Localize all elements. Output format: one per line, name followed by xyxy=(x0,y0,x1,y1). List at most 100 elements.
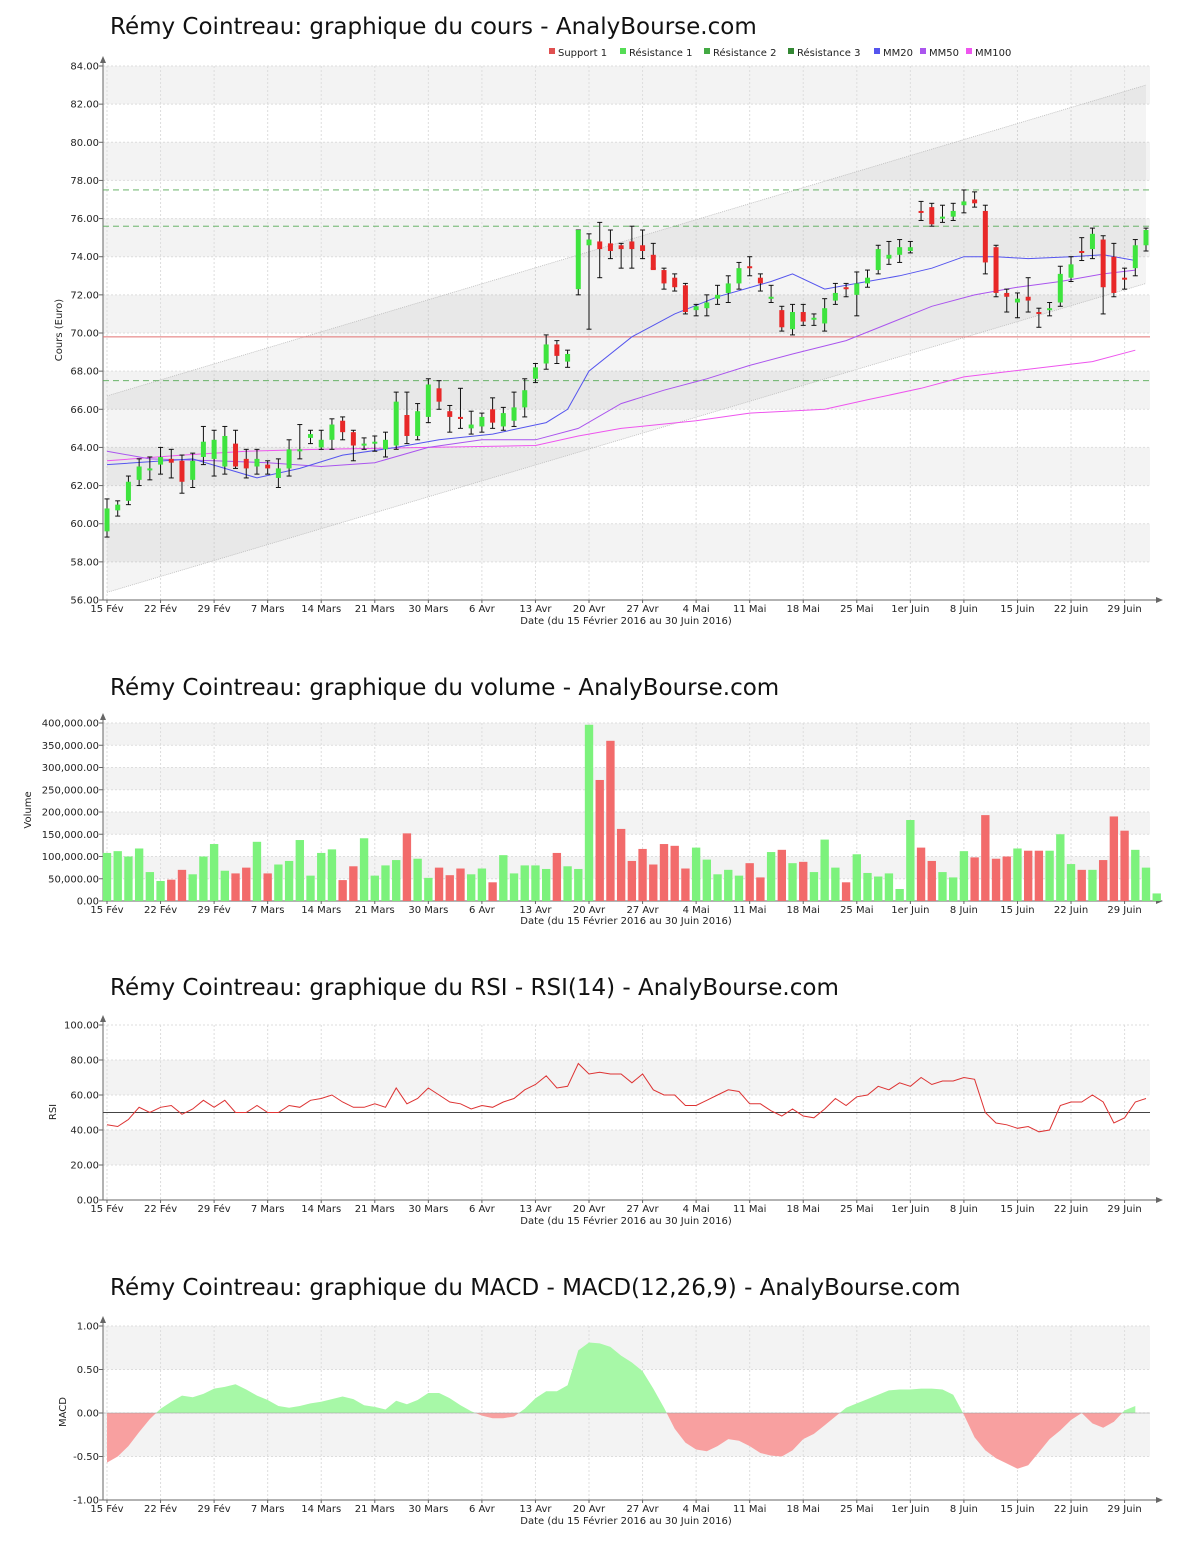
volume-bar xyxy=(520,865,529,901)
candle-body xyxy=(693,306,699,311)
price-y-tick-label: 80.00 xyxy=(70,138,99,149)
macd-x-tick-label: 20 Avr xyxy=(573,1504,606,1515)
candle-body xyxy=(318,439,324,448)
price-candle xyxy=(1047,301,1053,317)
price-candle xyxy=(918,200,924,221)
rsi-x-tick-label: 15 Juin xyxy=(1000,1204,1034,1215)
price-x-tick-label: 22 Juin xyxy=(1054,604,1088,615)
candle-body xyxy=(800,312,806,322)
volume-y-axis-arrow xyxy=(100,713,106,720)
volume-bar xyxy=(841,882,851,901)
price-candle xyxy=(865,269,871,288)
price-y-tick-label: 64.00 xyxy=(70,443,99,454)
volume-bar xyxy=(638,848,647,901)
price-y-tick-label: 78.00 xyxy=(70,176,99,187)
candle-body xyxy=(725,283,731,293)
macd-x-tick-label: 1er Juin xyxy=(891,1504,929,1515)
price-candle xyxy=(158,446,164,475)
macd-x-tick-label: 4 Mai xyxy=(683,1504,710,1515)
price-x-tick-label: 18 Mai xyxy=(787,604,820,615)
price-candle xyxy=(532,363,538,384)
rsi-x-tick-label: 6 Avr xyxy=(469,1204,496,1215)
price-candle xyxy=(586,233,592,330)
price-candle xyxy=(832,282,838,305)
price-candle xyxy=(811,313,817,326)
rsi-x-tick-label: 13 Avr xyxy=(519,1204,552,1215)
price-x-tick-label: 11 Mai xyxy=(733,604,766,615)
price-candle xyxy=(757,273,763,292)
legend-label: MM50 xyxy=(929,48,959,59)
price-candle xyxy=(854,271,860,317)
volume-bar xyxy=(745,863,754,901)
volume-bar xyxy=(456,868,465,901)
candle-body xyxy=(1068,264,1074,278)
candle-body xyxy=(875,249,881,271)
price-candle xyxy=(1014,292,1020,319)
volume-bar xyxy=(777,849,786,901)
price-candle xyxy=(725,275,731,303)
volume-y-tick-label: 150,000.00 xyxy=(42,830,99,841)
macd-x-tick-label: 22 Juin xyxy=(1054,1504,1088,1515)
volume-bar xyxy=(134,848,144,901)
candle-body xyxy=(939,216,945,219)
price-candle xyxy=(929,202,935,227)
volume-bar xyxy=(884,873,894,901)
candle-body xyxy=(222,435,228,467)
macd-x-tick-label: 14 Mars xyxy=(301,1504,341,1515)
price-candle xyxy=(286,439,292,477)
volume-bar xyxy=(263,873,272,901)
candle-body xyxy=(1143,230,1149,246)
legend-label: Résistance 1 xyxy=(629,47,692,59)
price-candle xyxy=(672,273,678,292)
macd-positive-area xyxy=(839,1388,963,1413)
price-candle xyxy=(1025,277,1031,313)
volume-y-tick-label: 100,000.00 xyxy=(42,852,99,863)
macd-x-tick-label: 15 Juin xyxy=(1000,1504,1034,1515)
legend-item: MM100 xyxy=(966,48,1011,59)
volume-bar xyxy=(424,877,433,901)
price-candle xyxy=(554,340,560,365)
candle-body xyxy=(918,210,924,213)
volume-bar xyxy=(659,844,669,901)
candle-body xyxy=(715,294,721,299)
candle-body xyxy=(1036,312,1042,315)
price-x-tick-label: 25 Mai xyxy=(840,604,873,615)
candle-body xyxy=(972,199,978,204)
price-chart: Rémy Cointreau: graphique du cours - Ana… xyxy=(54,14,1163,627)
price-candle xyxy=(715,284,721,305)
volume-bar xyxy=(563,866,572,901)
legend-swatch xyxy=(704,48,710,54)
volume-bar xyxy=(252,841,262,901)
price-candle xyxy=(457,387,463,429)
price-y-tick-label: 84.00 xyxy=(70,62,99,73)
volume-bar xyxy=(488,882,497,901)
price-band xyxy=(103,218,1150,257)
volume-bar xyxy=(1109,816,1119,901)
candle-body xyxy=(565,353,571,362)
macd-x-tick-label: 7 Mars xyxy=(251,1504,285,1515)
candle-body xyxy=(982,210,988,263)
price-candle xyxy=(1143,227,1149,252)
candle-body xyxy=(254,458,260,467)
price-candle xyxy=(382,431,388,458)
mm100-line xyxy=(106,349,1136,462)
candle-body xyxy=(704,302,710,309)
rsi-y-tick-label: 40.00 xyxy=(70,1126,99,1137)
candle-body xyxy=(832,292,838,301)
price-y-tick-label: 62.00 xyxy=(70,481,99,492)
volume-bar xyxy=(595,779,604,901)
price-x-tick-label: 20 Avr xyxy=(573,604,606,615)
volume-bar xyxy=(938,872,947,901)
candle-body xyxy=(243,458,249,469)
rsi-y-tick-label: 100.00 xyxy=(64,1021,99,1032)
candle-body xyxy=(500,413,506,427)
volume-bar xyxy=(541,868,551,901)
volume-bar xyxy=(852,854,861,901)
price-candle xyxy=(897,239,903,263)
candle-body xyxy=(372,441,378,444)
volume-bar xyxy=(1152,893,1161,901)
price-candle xyxy=(275,458,281,488)
price-candle xyxy=(618,242,624,269)
price-candle xyxy=(993,244,999,298)
legend-item: Résistance 3 xyxy=(788,47,860,59)
